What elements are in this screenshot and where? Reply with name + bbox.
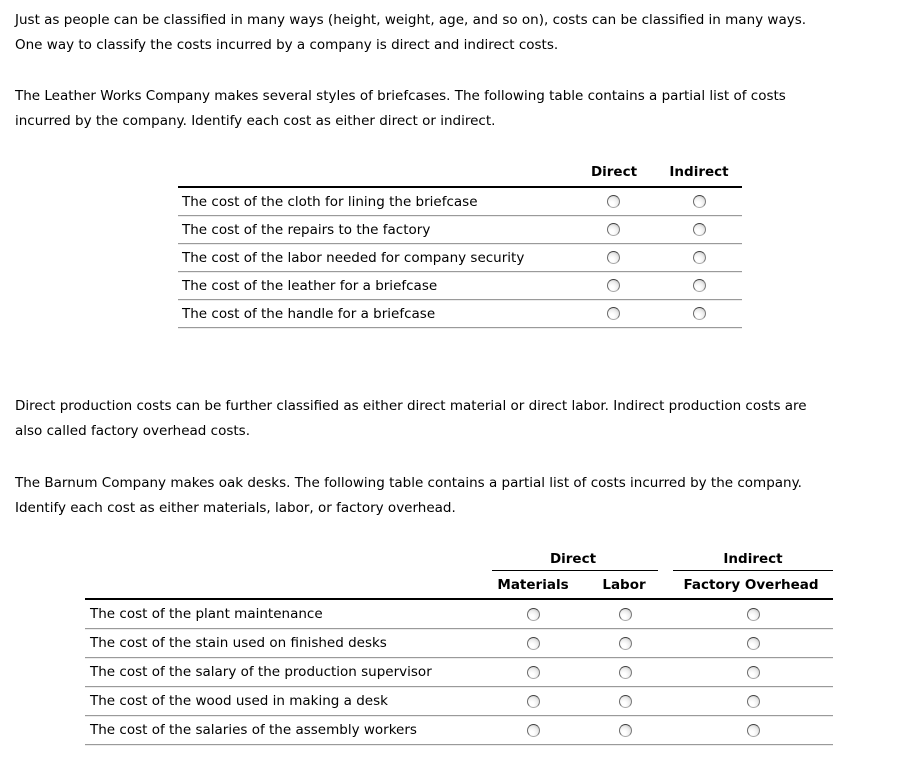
table-row: The cost of the handle for a briefcase (178, 300, 742, 328)
radio-indirect[interactable] (693, 251, 706, 264)
middle-paragraph-1-line-1: Direct production costs can be further c… (15, 398, 807, 414)
row-label: The cost of the wood used in making a de… (90, 693, 388, 709)
row-label: The cost of the salary of the production… (90, 664, 432, 680)
table-row: The cost of the salaries of the assembly… (85, 716, 833, 745)
radio-direct[interactable] (607, 279, 620, 292)
table-row: The cost of the salary of the production… (85, 658, 833, 687)
radio-materials[interactable] (527, 724, 540, 737)
sub-header-row: Materials Labor Factory Overhead (85, 571, 833, 600)
row-label: The cost of the repairs to the factory (182, 221, 431, 238)
intro-paragraph-1-line-1: Just as people can be classified in many… (15, 12, 807, 28)
radio-materials[interactable] (527, 608, 540, 621)
intro-paragraph-2-line-2: incurred by the company. Identify each c… (15, 113, 496, 129)
group-header-indirect: Indirect (723, 551, 783, 567)
radio-factory-overhead[interactable] (747, 724, 760, 737)
group-header-row: Direct Indirect (85, 548, 833, 571)
radio-materials[interactable] (527, 666, 540, 679)
intro-paragraph-2: The Leather Works Company makes several … (15, 84, 786, 134)
table-row: The cost of the cloth for lining the bri… (178, 188, 742, 216)
group-underline-direct (492, 570, 658, 571)
table-row: The cost of the plant maintenance (85, 600, 833, 629)
radio-direct[interactable] (607, 195, 620, 208)
column-header-materials: Materials (497, 577, 569, 593)
radio-labor[interactable] (619, 608, 632, 621)
table-row: The cost of the wood used in making a de… (85, 687, 833, 716)
row-label: The cost of the stain used on finished d… (90, 635, 387, 651)
middle-paragraph-1-line-2: also called factory overhead costs. (15, 423, 250, 439)
radio-factory-overhead[interactable] (747, 637, 760, 650)
radio-indirect[interactable] (693, 195, 706, 208)
radio-indirect[interactable] (693, 307, 706, 320)
radio-direct[interactable] (607, 223, 620, 236)
column-header-labor: Labor (602, 577, 646, 593)
radio-materials[interactable] (527, 637, 540, 650)
radio-factory-overhead[interactable] (747, 608, 760, 621)
row-label: The cost of the plant maintenance (90, 606, 323, 622)
table-row: The cost of the stain used on finished d… (85, 629, 833, 658)
group-header-direct: Direct (549, 551, 597, 567)
middle-paragraph-2: The Barnum Company makes oak desks. The … (15, 471, 802, 521)
table-row: The cost of the labor needed for company… (178, 244, 742, 272)
radio-materials[interactable] (527, 695, 540, 708)
direct-indirect-table: Direct Indirect The cost of the cloth fo… (178, 159, 742, 328)
materials-labor-overhead-table: Direct Indirect Materials Labor Factory … (85, 548, 833, 745)
column-header-direct: Direct (590, 164, 638, 180)
column-header-indirect: Indirect (669, 164, 729, 180)
radio-indirect[interactable] (693, 223, 706, 236)
group-underline-indirect (673, 570, 833, 571)
radio-direct[interactable] (607, 251, 620, 264)
radio-labor[interactable] (619, 695, 632, 708)
row-label: The cost of the cloth for lining the bri… (182, 193, 478, 210)
row-label: The cost of the salaries of the assembly… (90, 722, 417, 738)
direct-indirect-table-header: Direct Indirect (178, 159, 742, 188)
radio-labor[interactable] (619, 637, 632, 650)
row-label: The cost of the handle for a briefcase (182, 305, 436, 322)
intro-paragraph-2-line-1: The Leather Works Company makes several … (15, 88, 786, 104)
radio-indirect[interactable] (693, 279, 706, 292)
middle-paragraph-2-line-1: The Barnum Company makes oak desks. The … (15, 475, 802, 491)
intro-paragraph-1-line-2: One way to classify the costs incurred b… (15, 37, 559, 53)
intro-paragraph-1: Just as people can be classified in many… (15, 8, 806, 58)
radio-direct[interactable] (607, 307, 620, 320)
middle-paragraph-2-line-2: Identify each cost as either materials, … (15, 500, 456, 516)
column-header-factory-overhead: Factory Overhead (683, 577, 819, 593)
radio-factory-overhead[interactable] (747, 695, 760, 708)
table-row: The cost of the repairs to the factory (178, 216, 742, 244)
radio-factory-overhead[interactable] (747, 666, 760, 679)
radio-labor[interactable] (619, 666, 632, 679)
middle-paragraph-1: Direct production costs can be further c… (15, 394, 807, 444)
radio-labor[interactable] (619, 724, 632, 737)
row-label: The cost of the labor needed for company… (182, 249, 525, 266)
table-row: The cost of the leather for a briefcase (178, 272, 742, 300)
row-label: The cost of the leather for a briefcase (182, 277, 438, 294)
